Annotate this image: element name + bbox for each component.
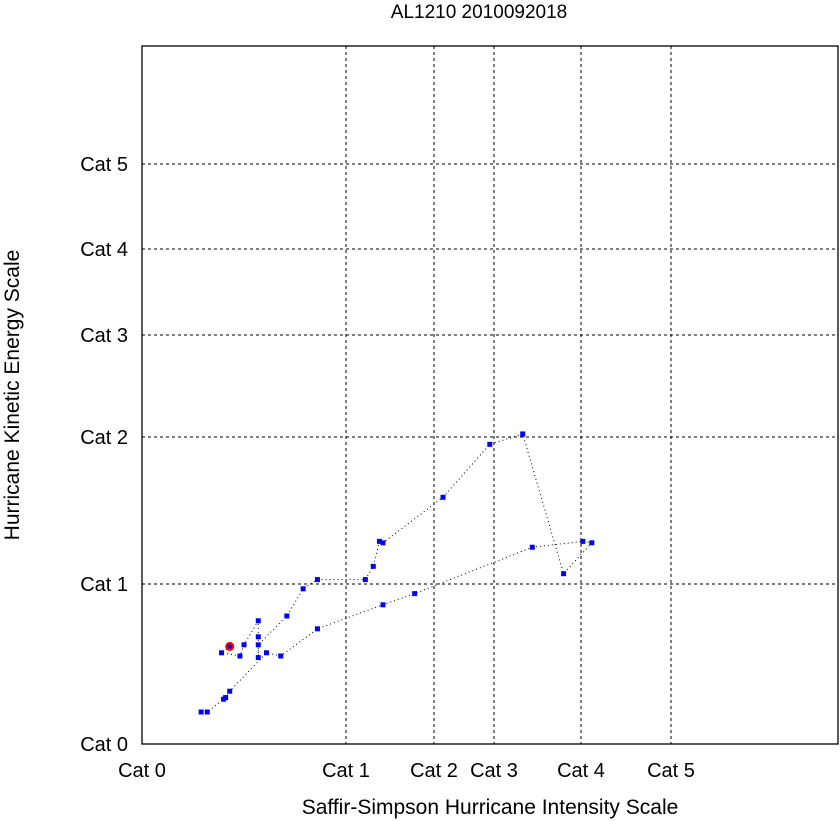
y-tick-label: Cat 3 <box>80 325 128 347</box>
data-point <box>237 653 243 659</box>
data-point <box>529 544 535 550</box>
y-tick-label: Cat 1 <box>80 574 128 596</box>
data-point <box>284 613 290 619</box>
data-point <box>219 650 225 656</box>
data-point <box>412 591 418 597</box>
data-point <box>487 441 493 447</box>
data-point <box>255 634 261 640</box>
data-point <box>255 655 261 661</box>
data-point <box>204 709 210 715</box>
data-point <box>580 538 586 544</box>
series-track <box>198 431 595 715</box>
data-point <box>278 653 284 659</box>
grid <box>142 46 838 744</box>
data-point <box>263 650 269 656</box>
data-point <box>255 618 261 624</box>
y-axis-ticks: Cat 0 Cat 1 Cat 2 Cat 3 Cat 4 Cat 5 <box>80 154 128 756</box>
data-point <box>380 540 386 546</box>
current-position-point <box>227 644 232 649</box>
data-point <box>380 602 386 608</box>
y-tick-label: Cat 0 <box>80 734 128 756</box>
chart-title: AL1210 2010092018 <box>391 2 567 23</box>
y-tick-label: Cat 4 <box>80 239 128 261</box>
x-tick-label: Cat 0 <box>118 760 166 782</box>
plot-frame <box>141 45 839 745</box>
x-tick-label: Cat 4 <box>557 760 605 782</box>
x-axis-label: Saffir-Simpson Hurricane Intensity Scale <box>302 796 679 819</box>
data-point <box>300 586 306 592</box>
y-tick-label: Cat 5 <box>80 154 128 176</box>
data-point <box>370 563 376 569</box>
x-axis-ticks: Cat 0 Cat 1 Cat 2 Cat 3 Cat 4 Cat 5 <box>118 760 695 782</box>
data-point <box>198 709 204 715</box>
data-point <box>376 538 382 544</box>
data-point <box>440 494 446 500</box>
data-point <box>227 688 233 694</box>
data-point <box>561 571 567 577</box>
x-tick-label: Cat 1 <box>322 760 370 782</box>
x-tick-label: Cat 3 <box>470 760 518 782</box>
data-point <box>223 695 229 701</box>
x-tick-label: Cat 5 <box>647 760 695 782</box>
data-point <box>241 642 247 648</box>
data-point <box>314 626 320 632</box>
y-tick-label: Cat 2 <box>80 427 128 449</box>
track-line <box>201 433 593 713</box>
data-point <box>589 540 595 546</box>
y-axis-label: Hurricane Kinetic Energy Scale <box>1 250 24 541</box>
data-point <box>362 577 368 583</box>
data-point <box>314 577 320 583</box>
x-tick-label: Cat 2 <box>410 760 458 782</box>
data-point <box>255 642 261 648</box>
data-point <box>520 431 526 437</box>
